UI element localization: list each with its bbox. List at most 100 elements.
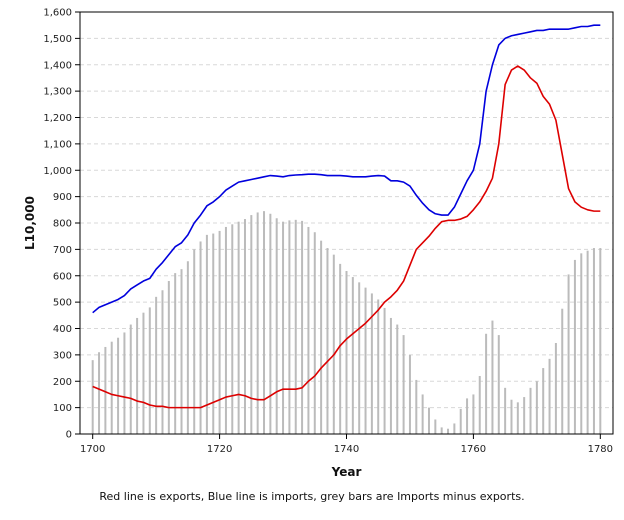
difference-bar [269, 213, 272, 434]
difference-bar [383, 307, 386, 434]
chart: 0 100 200 300 400 500 600 700 800 900 1,000 1,100 1,… [23, 8, 614, 479]
difference-bar [402, 335, 405, 434]
difference-bar [364, 287, 367, 434]
difference-bar [104, 346, 107, 434]
difference-bar [599, 248, 602, 434]
difference-bar [535, 381, 538, 434]
y-tick-label: 0 [66, 430, 72, 441]
difference-bar [91, 360, 94, 434]
difference-bar [180, 269, 183, 434]
difference-bar [339, 263, 342, 434]
difference-bar [485, 333, 488, 434]
difference-bar [282, 221, 285, 434]
difference-bar [408, 354, 411, 434]
difference-bar [434, 419, 437, 434]
difference-bar [199, 241, 202, 434]
difference-bar [193, 249, 196, 434]
difference-bar [243, 219, 246, 434]
y-tick-label: 1,300 [43, 87, 72, 98]
difference-bar [472, 394, 475, 434]
y-tick-label: 1,200 [43, 113, 72, 124]
difference-bar [256, 212, 259, 434]
difference-bar [497, 335, 500, 434]
difference-bar [567, 274, 570, 434]
difference-bar [326, 248, 329, 434]
y-tick-label: 1,400 [43, 60, 72, 71]
difference-bar [529, 387, 532, 434]
difference-bar [573, 259, 576, 434]
difference-bar [212, 233, 215, 434]
y-axis-title: L10,000 [23, 196, 37, 250]
difference-bar [167, 281, 170, 434]
difference-bar [224, 226, 227, 434]
difference-bar [586, 250, 589, 434]
difference-bar [98, 352, 101, 434]
difference-bar [205, 234, 208, 434]
difference-bar [250, 215, 253, 434]
difference-bar [542, 368, 545, 434]
difference-bar [421, 394, 424, 434]
difference-bar [561, 308, 564, 434]
y-tick-label: 200 [53, 377, 72, 388]
difference-bar [358, 282, 361, 434]
x-tick-label: 1760 [461, 444, 486, 455]
difference-bar [370, 293, 373, 434]
series-lines [92, 24, 601, 409]
difference-bar [275, 218, 278, 434]
difference-bar [389, 317, 392, 434]
difference-bar [320, 240, 323, 434]
difference-bar [548, 358, 551, 434]
difference-bar [447, 428, 450, 434]
difference-bar [504, 387, 507, 434]
difference-bar [218, 230, 221, 434]
difference-bar [110, 341, 113, 434]
y-tick-label: 1,000 [43, 166, 72, 177]
difference-bar [142, 312, 145, 434]
y-tick-label: 1,600 [43, 8, 72, 19]
difference-bar [288, 220, 291, 434]
difference-bar [491, 320, 494, 434]
difference-bar [427, 407, 430, 434]
difference-bar [263, 211, 266, 434]
chart-caption: Red line is exports, Blue line is import… [99, 490, 525, 503]
difference-bar [592, 248, 595, 434]
difference-bar [459, 408, 462, 434]
y-tick-label: 1,100 [43, 139, 72, 150]
difference-bar [332, 254, 335, 434]
exports-line [92, 65, 601, 409]
y-axis: 0 100 200 300 400 500 600 700 800 900 1,000 1,100 1,… [43, 8, 80, 441]
difference-bar [440, 427, 443, 434]
difference-bar [313, 232, 316, 434]
difference-bar [396, 324, 399, 434]
y-tick-label: 300 [53, 350, 72, 361]
difference-bar [117, 337, 120, 434]
difference-bar [155, 296, 158, 434]
imports-line [92, 24, 601, 314]
y-tick-label: 100 [53, 403, 72, 414]
difference-bars [91, 211, 602, 434]
difference-bar [510, 399, 513, 434]
difference-bar [580, 253, 583, 434]
difference-bar [301, 220, 304, 434]
y-tick-label: 400 [53, 324, 72, 335]
difference-bar [345, 271, 348, 434]
x-tick-label: 1700 [80, 444, 105, 455]
difference-bar [123, 332, 126, 434]
x-axis: 1700 1720 1740 1760 1780 [80, 434, 613, 455]
difference-bar [351, 277, 354, 434]
difference-bar [466, 398, 469, 434]
difference-bar [415, 379, 418, 434]
difference-bar [161, 290, 164, 434]
x-tick-label: 1720 [207, 444, 232, 455]
difference-bar [237, 221, 240, 434]
difference-bar [478, 375, 481, 434]
difference-bar [554, 343, 557, 434]
difference-bar [516, 402, 519, 434]
y-tick-label: 700 [53, 245, 72, 256]
difference-bar [307, 226, 310, 434]
difference-bar [294, 219, 297, 434]
difference-bar [231, 224, 234, 434]
difference-bar [453, 423, 456, 434]
y-tick-label: 900 [53, 192, 72, 203]
difference-bar [377, 299, 380, 434]
